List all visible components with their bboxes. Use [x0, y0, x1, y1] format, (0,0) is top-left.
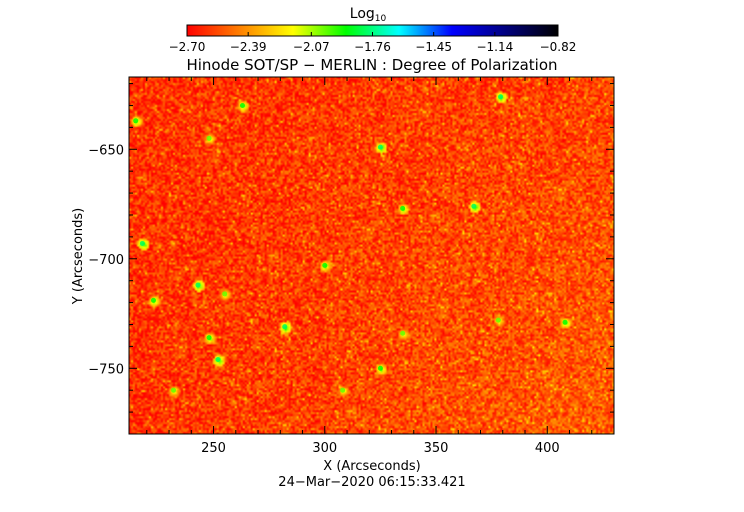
timestamp: 24−Mar−2020 06:15:33.421	[278, 475, 465, 490]
chart-title: Hinode SOT/SP − MERLIN : Degree of Polar…	[186, 56, 557, 74]
x-tick-label: 250	[201, 441, 226, 456]
polarization-feature	[377, 144, 383, 150]
polarization-feature	[170, 387, 176, 393]
x-tick-label: 400	[535, 441, 560, 456]
polarization-feature	[133, 118, 139, 124]
polarization-feature	[471, 203, 477, 209]
polarization-feature	[215, 357, 221, 363]
y-tick-label: −700	[88, 253, 124, 268]
polarization-feature	[340, 387, 346, 393]
plot-frame	[128, 76, 615, 435]
colorbar-tick-label: −0.82	[540, 40, 577, 54]
polarization-features	[133, 94, 568, 393]
heatmap-image	[129, 77, 614, 434]
polarization-feature	[562, 319, 568, 325]
polarization-feature	[195, 282, 201, 288]
y-axis-label: Y (Arcseconds)	[71, 208, 86, 305]
colorbar-tick-label: −2.07	[293, 40, 330, 54]
polarization-feature	[206, 135, 212, 141]
y-axis: −650 −700 −750	[88, 83, 614, 435]
polarization-feature	[139, 240, 145, 246]
colorbar-tick-label: −2.39	[230, 40, 267, 54]
y-tick-label: −650	[88, 143, 124, 158]
colorbar: Log10 −2.70 −2.39 −2.07 −1.76 −1.45 −1.14 −0.8…	[169, 6, 577, 54]
x-axis: 250 300 350 400	[146, 77, 615, 456]
polarization-feature	[400, 205, 406, 211]
polarization-feature	[282, 324, 288, 330]
plot-area	[128, 76, 615, 435]
polarization-feature	[150, 297, 156, 303]
y-tick-label: −750	[88, 362, 124, 377]
colorbar-tick-label: −1.45	[415, 40, 452, 54]
colorbar-label: Log10	[350, 6, 387, 24]
colorbar-tick-label: −1.14	[476, 40, 513, 54]
colorbar-tick-label: −2.70	[169, 40, 206, 54]
x-tick-label: 350	[424, 441, 449, 456]
x-axis-label: X (Arcseconds)	[323, 459, 420, 474]
polarization-feature	[400, 330, 406, 336]
colorbar-tick-label: −1.76	[354, 40, 391, 54]
x-tick-label: 300	[312, 441, 337, 456]
polarization-feature	[377, 365, 383, 371]
polarization-feature	[222, 291, 228, 297]
polarization-feature	[322, 262, 328, 268]
polarization-feature	[206, 335, 212, 341]
colorbar-ticks: −2.70 −2.39 −2.07 −1.76 −1.45 −1.14 −0.82	[169, 32, 577, 54]
polarization-feature	[498, 94, 504, 100]
polarization-feature	[495, 317, 501, 323]
polarization-feature	[239, 102, 245, 108]
